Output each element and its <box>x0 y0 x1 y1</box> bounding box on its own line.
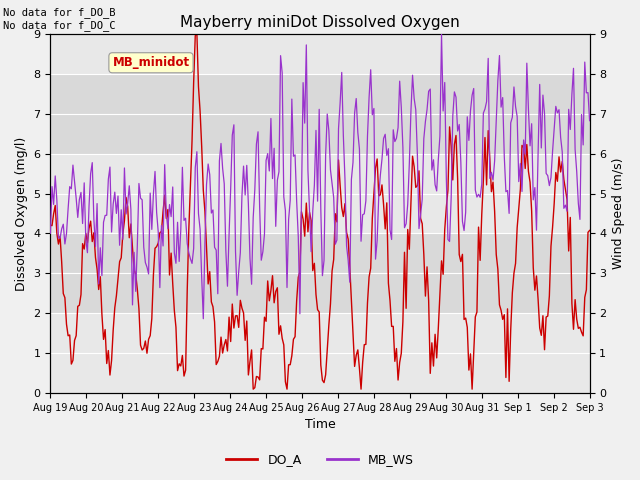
Y-axis label: Dissolved Oxygen (mg/l): Dissolved Oxygen (mg/l) <box>15 136 28 291</box>
Bar <box>51 233 589 313</box>
Text: No data for f_DO_B
No data for f_DO_C: No data for f_DO_B No data for f_DO_C <box>3 7 116 31</box>
X-axis label: Time: Time <box>305 419 335 432</box>
Bar <box>51 74 589 154</box>
Title: Mayberry miniDot Dissolved Oxygen: Mayberry miniDot Dissolved Oxygen <box>180 15 460 30</box>
Legend: DO_A, MB_WS: DO_A, MB_WS <box>221 448 419 471</box>
Y-axis label: Wind Speed (m/s): Wind Speed (m/s) <box>612 158 625 269</box>
Text: MB_minidot: MB_minidot <box>113 56 189 69</box>
